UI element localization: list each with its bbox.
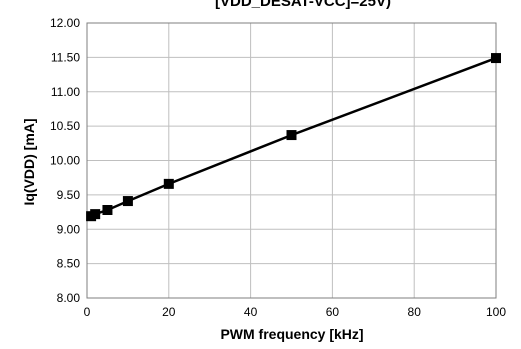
x-tick-label: 100 — [486, 305, 506, 319]
grid — [87, 22, 496, 299]
y-tick-label: 9.50 — [57, 188, 81, 202]
y-tick-label: 12.00 — [50, 16, 80, 30]
data-point — [122, 196, 133, 207]
y-axis-title: Iq(VDD) [mA] — [21, 118, 37, 205]
data-point — [286, 130, 297, 141]
x-tick-label: 80 — [408, 305, 422, 319]
x-axis-ticks: 0 20 40 60 80 100 — [84, 305, 507, 319]
x-tick-label: 40 — [244, 305, 258, 319]
plot-area — [86, 22, 497, 299]
y-tick-label: 11.00 — [51, 85, 80, 99]
y-tick-label: 8.00 — [57, 291, 81, 305]
y-tick-label: 10.00 — [50, 154, 80, 168]
x-axis-title: PWM frequency [kHz] — [220, 326, 363, 342]
y-tick-label: 11.50 — [51, 50, 80, 64]
data-point — [102, 205, 113, 215]
y-axis-ticks: 8.00 8.50 9.00 9.50 10.00 10.50 11.00 11.50 12.0… — [50, 16, 80, 305]
y-tick-label: 9.00 — [57, 222, 81, 236]
data-point — [90, 209, 101, 220]
x-tick-label: 20 — [162, 305, 176, 319]
x-tick-label: 0 — [84, 305, 91, 319]
y-tick-label: 10.50 — [50, 119, 80, 133]
data-point — [491, 53, 501, 64]
data-point — [163, 178, 174, 189]
series-markers — [86, 53, 501, 222]
y-tick-label: 8.50 — [57, 257, 81, 271]
x-tick-label: 60 — [326, 305, 340, 319]
chart-title: [VDD_DESAT-VCC]=25V) — [215, 0, 391, 10]
